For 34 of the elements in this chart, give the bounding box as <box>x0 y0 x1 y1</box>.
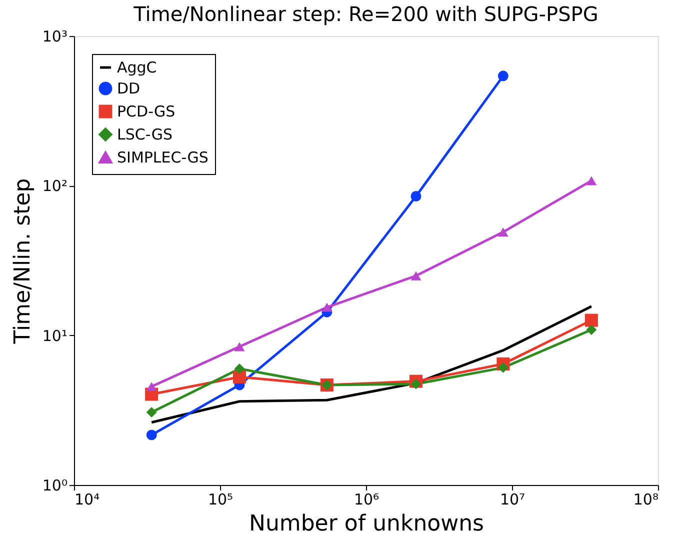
x-tick-label: 10⁷ <box>500 490 526 508</box>
point <box>234 342 245 352</box>
x-tick-label: 10⁸ <box>633 490 658 508</box>
chart-title: Time/Nonlinear step: Re=200 with SUPG-PSPG <box>132 2 598 26</box>
point <box>234 364 245 374</box>
point <box>586 176 597 186</box>
point <box>586 324 597 335</box>
point <box>410 378 422 390</box>
y-axis-title: Time/Nlin. step <box>10 178 36 345</box>
point <box>146 430 157 440</box>
legend-label: AggC <box>117 58 157 76</box>
line-series <box>150 305 593 424</box>
legend-label: PCD-GS <box>117 102 176 120</box>
point <box>232 370 246 384</box>
x-tick-label: 10⁴ <box>74 490 100 508</box>
point <box>146 407 157 418</box>
y-tick-label: 10³ <box>42 28 68 46</box>
x-tick-label: 10⁵ <box>208 490 234 508</box>
point <box>498 70 508 82</box>
point <box>410 190 422 202</box>
y-tick-label: 10⁰ <box>42 476 68 494</box>
point <box>584 314 598 327</box>
x-axis-title: Number of unknowns <box>249 512 484 536</box>
point <box>410 271 422 280</box>
legend-label: DD <box>117 80 140 98</box>
legend-label: SIMPLEC-GS <box>117 148 208 166</box>
point <box>498 227 508 237</box>
x-tick-label: 10⁶ <box>354 490 380 508</box>
point <box>498 362 508 373</box>
y-tick-label: 10² <box>42 177 68 196</box>
point <box>322 302 332 312</box>
point <box>146 382 157 392</box>
legend-label: LSC-GS <box>117 126 172 144</box>
y-tick-label: 10¹ <box>42 326 68 345</box>
